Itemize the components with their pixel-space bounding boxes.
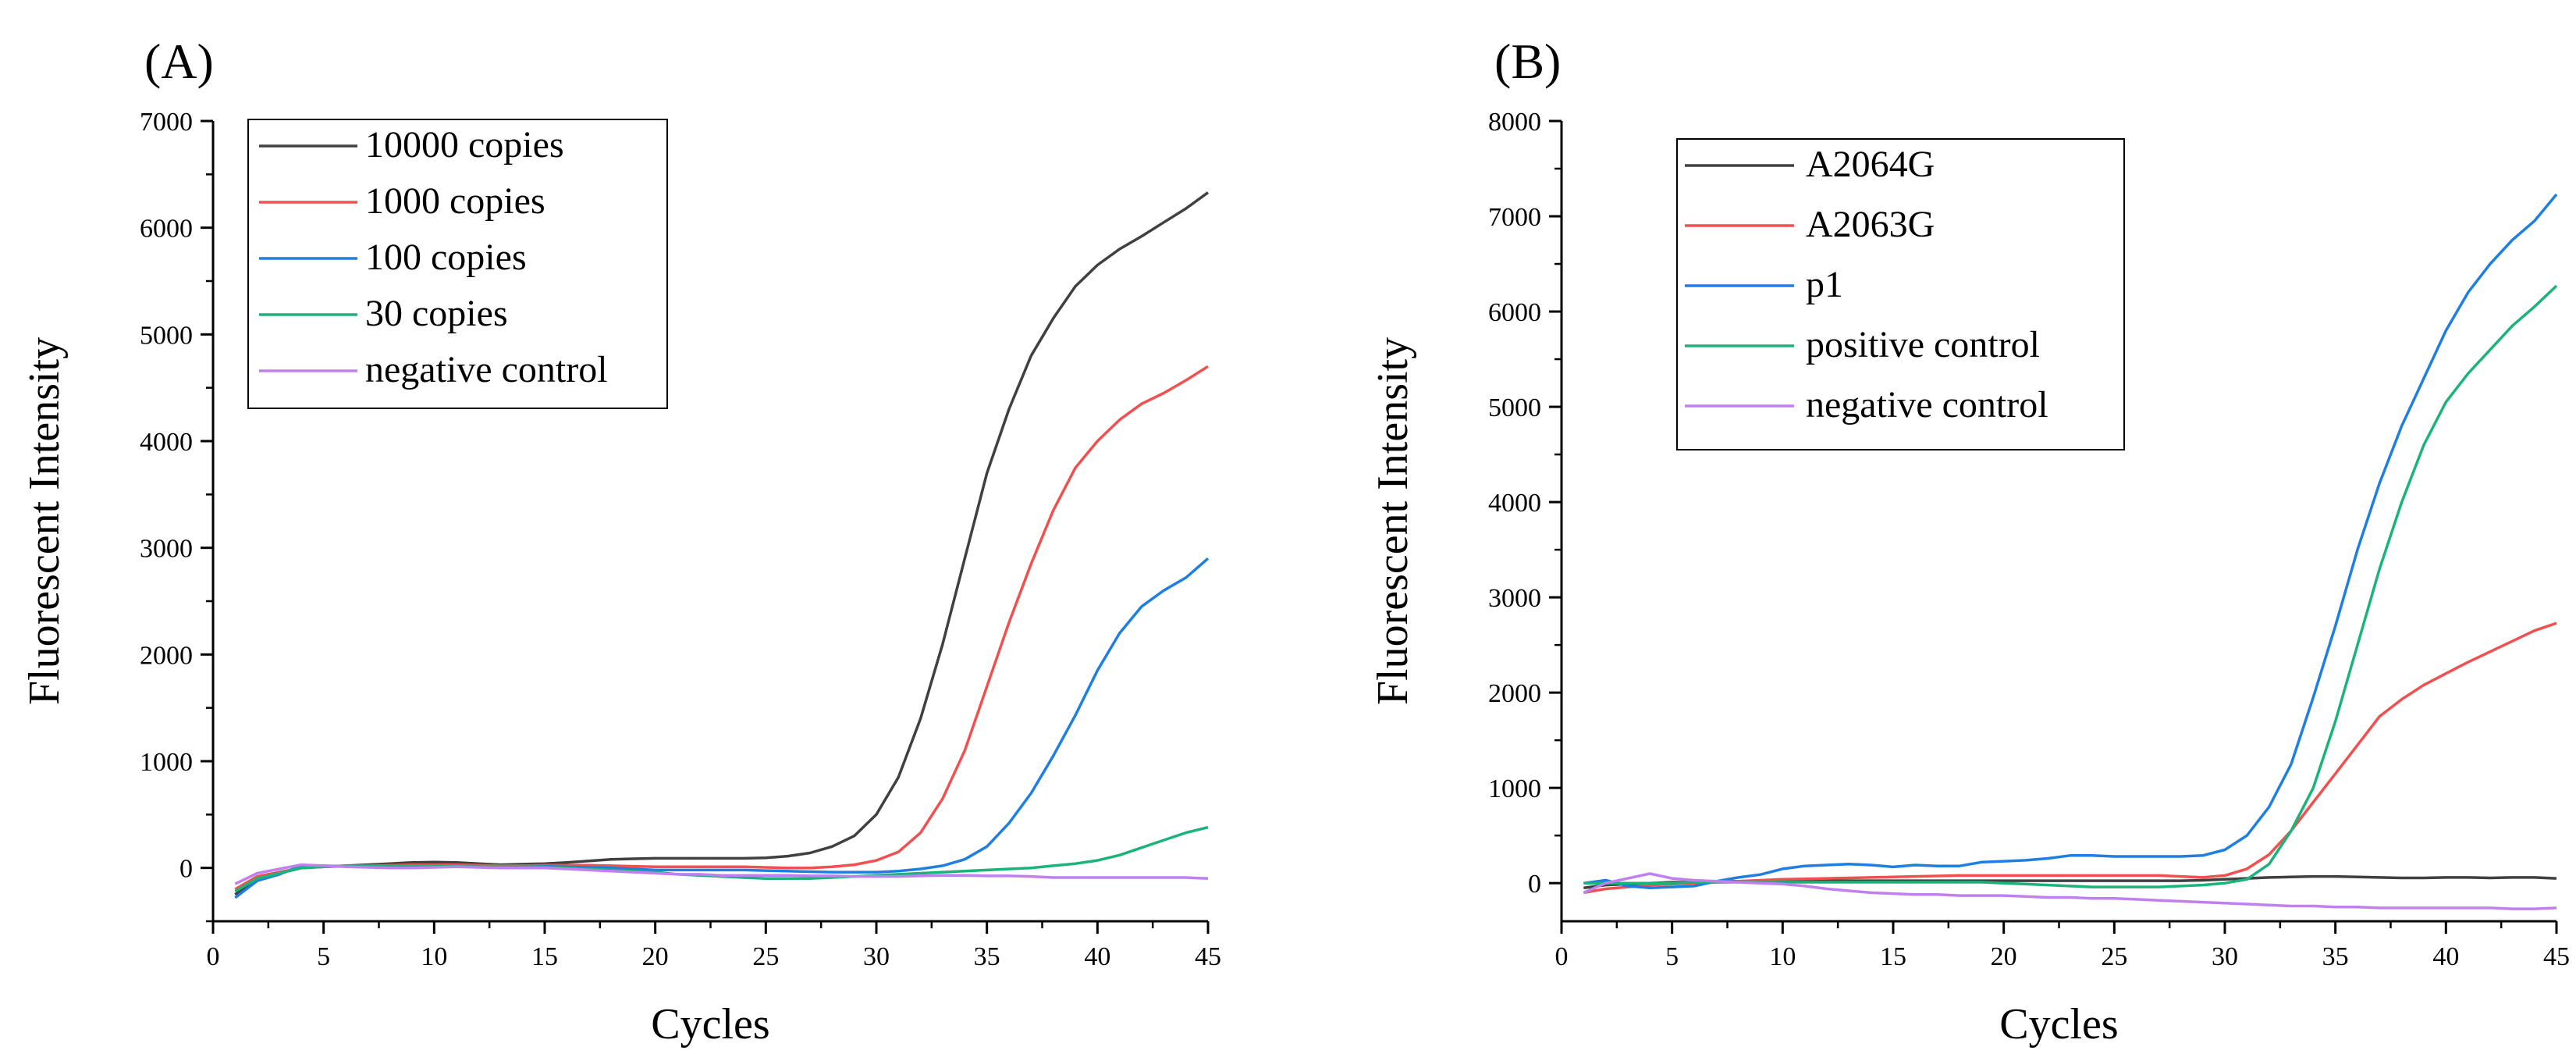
x-tick-label: 20 — [642, 942, 669, 971]
legend-entry: A2064G — [1806, 144, 1935, 185]
y-tick-label: 0 — [179, 855, 193, 884]
y-tick-label: 7000 — [1488, 203, 1541, 232]
legend-box — [1676, 138, 2125, 450]
y-tick-label: 3000 — [1488, 584, 1541, 613]
x-tick-label: 5 — [1665, 942, 1679, 971]
legend: 10000 copies 1000 copies 100 copies 30 copi… — [247, 119, 668, 409]
x-tick-label: 0 — [1555, 942, 1569, 971]
y-tick-label: 2000 — [140, 641, 193, 670]
x-tick-label: 25 — [2101, 942, 2127, 971]
y-tick-label: 2000 — [1488, 679, 1541, 708]
x-tick-label: 45 — [2543, 942, 2570, 971]
x-tick-label: 35 — [2322, 942, 2349, 971]
y-tick-label: 6000 — [140, 215, 193, 244]
x-axis-title: Cycles — [1999, 1000, 2118, 1049]
chart-panel-0: (A) 0 1000 2000 3000 4000 5000 6000 7000 0 5 10 15 20… — [20, 34, 1221, 1049]
x-tick-label: 15 — [1880, 942, 1906, 971]
y-tick-label: 4000 — [1488, 489, 1541, 518]
legend-entry: 10000 copies — [365, 124, 564, 166]
legend-entry: 30 copies — [365, 293, 508, 334]
x-tick-label: 0 — [207, 942, 220, 971]
legend-entry: negative control — [1806, 384, 2048, 425]
y-tick-label: 4000 — [140, 428, 193, 457]
x-tick-label: 30 — [2212, 942, 2238, 971]
y-tick-label: 3000 — [140, 535, 193, 564]
y-tick-label: 1000 — [1488, 774, 1541, 803]
legend-entry: 100 copies — [365, 237, 527, 278]
x-tick-label: 10 — [1769, 942, 1796, 971]
y-tick-label: 5000 — [1488, 393, 1541, 422]
legend: A2064G A2063G p1 positive control negative c… — [1676, 138, 2125, 450]
legend-entry: A2063G — [1806, 204, 1935, 245]
x-tick-label: 45 — [1195, 942, 1221, 971]
series-line-a2063g — [1583, 621, 2557, 895]
y-tick-label: 5000 — [140, 321, 193, 350]
legend-entry: positive control — [1806, 324, 2040, 365]
series-line-negative-control — [1583, 872, 2557, 910]
series-line-100-copies — [234, 557, 1210, 899]
x-tick-label: 10 — [421, 942, 447, 971]
x-tick-label: 35 — [974, 942, 1000, 971]
y-tick-label: 6000 — [1488, 298, 1541, 327]
x-tick-label: 25 — [752, 942, 779, 971]
y-axis-title: Fluorescent Intensity — [20, 337, 69, 705]
y-tick-label: 1000 — [140, 748, 193, 777]
series-line-1000-copies — [234, 365, 1209, 891]
panel-label: (B) — [1494, 34, 1561, 89]
legend-box — [247, 119, 668, 409]
x-tick-label: 5 — [317, 942, 330, 971]
x-tick-label: 30 — [863, 942, 890, 971]
y-tick-label: 7000 — [140, 108, 193, 137]
legend-entry: 1000 copies — [365, 180, 545, 222]
x-tick-label: 20 — [1991, 942, 2017, 971]
panel-label: (A) — [144, 34, 214, 89]
x-tick-label: 40 — [2432, 942, 2459, 971]
x-tick-label: 15 — [531, 942, 558, 971]
y-tick-label: 0 — [1528, 870, 1541, 899]
chart-panel-1: (B) 0 1000 2000 3000 4000 5000 6000 7000 8000 0 5 10… — [1369, 34, 2570, 1049]
series-line-p1 — [1583, 193, 2558, 890]
series-line-10000-copies — [234, 191, 1210, 896]
x-axis-title: Cycles — [651, 1000, 769, 1049]
legend-entry: negative control — [365, 349, 608, 390]
x-tick-label: 40 — [1084, 942, 1110, 971]
legend-entry: p1 — [1806, 264, 1843, 305]
y-axis-title: Fluorescent Intensity — [1369, 337, 1417, 705]
series-line-negative-control — [234, 863, 1209, 885]
y-tick-label: 8000 — [1488, 108, 1541, 137]
